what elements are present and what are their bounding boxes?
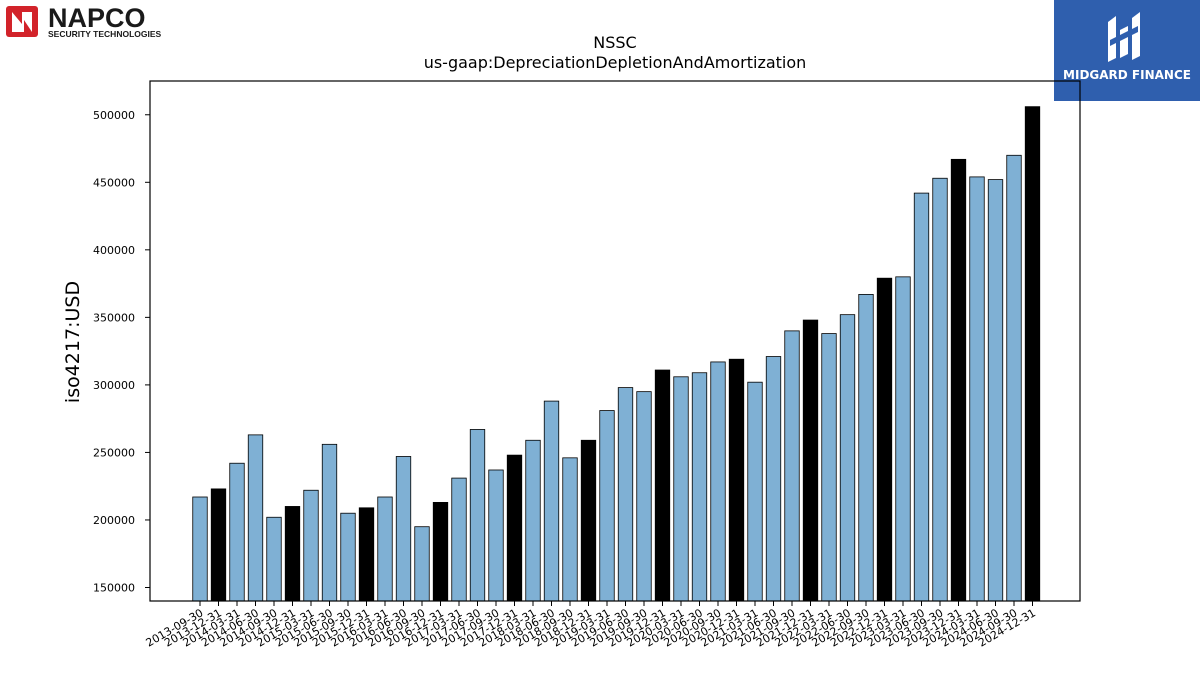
chart-subtitle: us-gaap:DepreciationDepletionAndAmortiza…: [424, 53, 807, 72]
bar-2020-03-31: [673, 376, 689, 602]
y-tick-label: 150000: [93, 581, 135, 594]
bars-group: [192, 106, 1041, 602]
bar-2023-12-31: [950, 158, 967, 602]
bar-2017-12-31: [506, 454, 523, 602]
bar-2016-09-30: [414, 526, 430, 602]
bar-2014-12-31: [284, 506, 301, 602]
midgard-finance-logo: MIDGARD FINANCE: [1054, 0, 1200, 101]
napco-tagline: SECURITY TECHNOLOGIES: [48, 29, 162, 39]
midgard-name: MIDGARD FINANCE: [1063, 68, 1191, 82]
bar-2018-03-31: [525, 439, 541, 602]
bar-2024-09-30: [1006, 154, 1022, 602]
bar-2022-03-31: [821, 333, 837, 602]
y-axis: 150000 200000 250000 300000 350000 400000 4500…: [93, 109, 150, 594]
y-tick-label: 400000: [93, 244, 135, 257]
bar-2019-06-30: [617, 387, 634, 602]
bar-2022-12-31: [876, 277, 893, 602]
bar-2024-06-30: [987, 179, 1004, 602]
bar-2021-12-31: [802, 319, 819, 602]
bar-2013-12-31: [210, 488, 227, 602]
y-tick-label: 450000: [93, 176, 135, 189]
bar-2019-12-31: [654, 369, 671, 602]
bar-2015-06-30: [321, 443, 338, 602]
bar-2016-12-31: [432, 501, 449, 602]
bar-2023-09-30: [932, 177, 948, 602]
x-axis: 2013-09-302013-12-312014-03-312014-06-30…: [144, 601, 1038, 650]
bar-2016-03-31: [377, 496, 393, 602]
chart-title: NSSC: [593, 33, 636, 52]
bar-2024-12-31: [1024, 106, 1041, 602]
bar-2023-06-30: [913, 192, 930, 602]
bar-2018-12-31: [580, 439, 597, 602]
bar-2014-03-31: [229, 462, 245, 602]
bar-2014-09-30: [266, 516, 282, 602]
bar-2020-12-31: [728, 358, 745, 602]
y-tick-label: 350000: [93, 311, 135, 324]
bar-2014-06-30: [247, 434, 264, 602]
y-tick-label: 200000: [93, 514, 135, 527]
bar-2015-09-30: [340, 512, 356, 602]
bar-2018-09-30: [562, 457, 578, 602]
bar-2022-06-30: [839, 314, 856, 602]
bar-2015-12-31: [358, 507, 375, 602]
midgard-mark-icon: [1108, 12, 1140, 62]
plot-frame: [149, 80, 1081, 602]
bar-2024-03-31: [969, 176, 985, 602]
bar-2019-03-31: [599, 410, 615, 602]
bar-2013-09-30: [192, 496, 208, 602]
bar-2023-03-31: [895, 276, 911, 602]
bar-2020-09-30: [710, 361, 726, 602]
bar-2019-09-30: [636, 391, 652, 602]
bar-2017-09-30: [488, 469, 504, 602]
bar-2017-03-31: [451, 477, 467, 602]
y-tick-label: 500000: [93, 109, 135, 122]
y-tick-label: 300000: [93, 379, 135, 392]
bar-2018-06-30: [543, 400, 560, 602]
y-axis-label: iso4217:USD: [62, 281, 84, 403]
y-tick-label: 250000: [93, 446, 135, 459]
napco-name: NAPCO: [48, 4, 146, 33]
bar-2020-06-30: [691, 372, 708, 602]
bar-2016-06-30: [395, 456, 412, 602]
bar-2021-06-30: [765, 356, 782, 602]
bar-2021-03-31: [747, 381, 763, 602]
bar-2015-03-31: [303, 489, 319, 602]
bar-2017-06-30: [469, 429, 486, 602]
bar-2022-09-30: [858, 293, 874, 602]
bar-2021-09-30: [784, 330, 800, 602]
napco-logo: NAPCO SECURITY TECHNOLOGIES: [6, 4, 162, 39]
